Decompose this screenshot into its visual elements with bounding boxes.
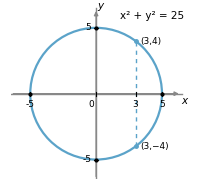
Text: 5: 5: [159, 100, 165, 109]
Text: -5: -5: [26, 100, 35, 109]
Text: x² + y² = 25: x² + y² = 25: [120, 11, 184, 21]
Text: (3,4): (3,4): [140, 37, 161, 46]
Text: 3: 3: [133, 100, 139, 109]
Text: 0: 0: [89, 100, 94, 109]
Text: (3,−4): (3,−4): [140, 142, 169, 151]
Text: y: y: [98, 1, 104, 11]
Text: x: x: [181, 96, 187, 106]
Text: -5: -5: [83, 155, 92, 164]
Text: 5: 5: [86, 23, 92, 32]
